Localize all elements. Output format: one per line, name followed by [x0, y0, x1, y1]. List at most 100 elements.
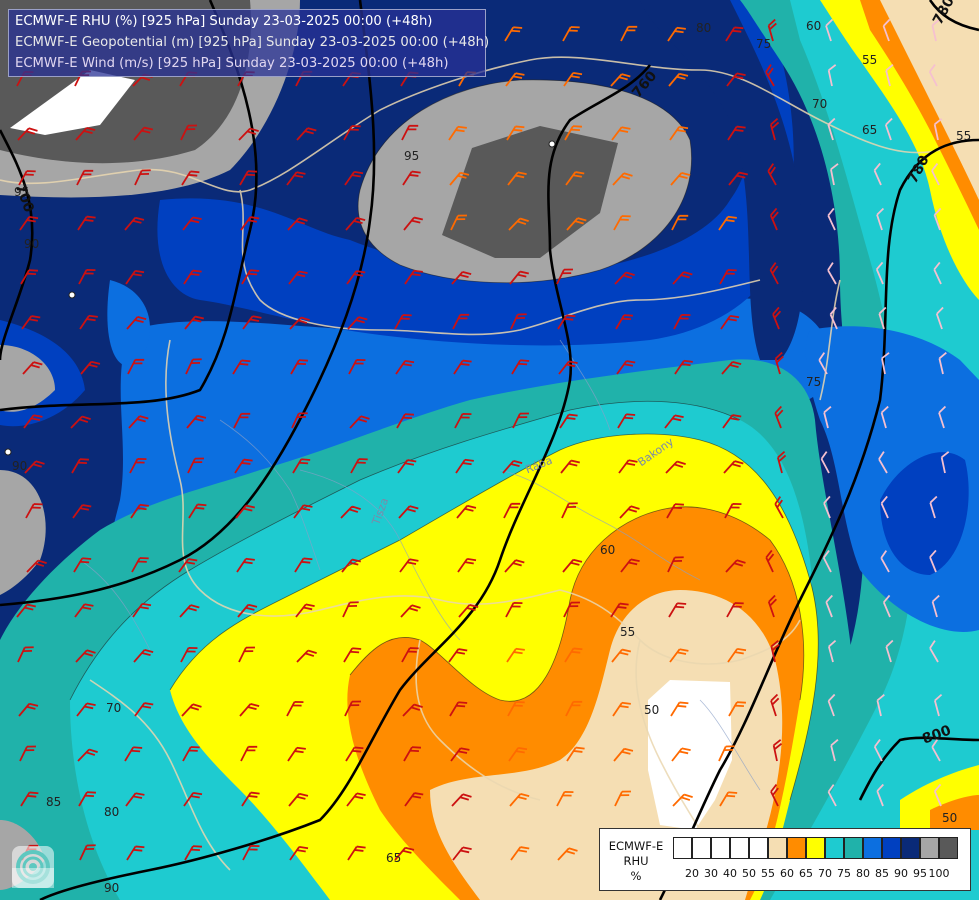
wind-barb-icon	[450, 214, 467, 231]
wind-barb-icon	[770, 693, 780, 717]
wind-barb-icon	[349, 415, 370, 429]
wind-barb-icon	[348, 358, 366, 375]
wind-barb-icon	[723, 460, 744, 474]
wind-barb-icon	[350, 458, 368, 474]
wind-barb-icon	[767, 594, 777, 618]
rhu-label: 60	[600, 543, 615, 557]
wind-barb-icon	[509, 793, 530, 807]
rhu-contour-labels: 95 90 95 90 60 65 70 75 80 55 60 55 50 7…	[12, 19, 971, 895]
wind-barb-icon	[133, 126, 153, 141]
wind-barb-icon	[74, 603, 94, 618]
wind-barb-icon	[882, 594, 891, 618]
wind-barb-icon	[506, 647, 525, 663]
wind-barb-icon	[182, 216, 202, 231]
rhu-label: 65	[386, 851, 401, 865]
wind-barb-icon	[670, 701, 689, 717]
wind-barb-icon	[287, 217, 308, 231]
wind-barb-icon	[559, 413, 578, 429]
wind-barb-icon	[827, 64, 837, 87]
rhu-95-area-w	[0, 345, 55, 412]
wind-barb-icon	[610, 73, 631, 87]
wind-barb-icon	[450, 747, 470, 762]
wind-barb-icon	[823, 495, 831, 519]
map-title-box: ECMWF-E RHU (%) [925 hPa] Sunday 23-03-2…	[8, 9, 489, 77]
swirl-logo-icon	[12, 850, 54, 888]
rhu-label: 55	[956, 129, 971, 143]
wind-barb-icon	[566, 746, 585, 762]
wind-barb-icon	[822, 550, 832, 573]
wind-barb-icon	[664, 414, 684, 429]
wind-barb-icon	[505, 601, 523, 618]
wind-barb-icon	[671, 214, 689, 231]
wind-barb-icon	[395, 360, 415, 375]
wind-barb-icon	[931, 594, 940, 618]
wind-barb-icon	[776, 450, 787, 474]
wind-barb-icon	[289, 846, 309, 861]
wind-barb-icon	[884, 117, 893, 141]
legend-tick-label: 20	[685, 867, 699, 880]
rhu-label: 55	[620, 625, 635, 639]
legend-swatch	[920, 837, 939, 859]
wind-barb-icon	[511, 359, 530, 375]
rhu-contour-lines	[69, 79, 819, 801]
wind-barb-icon	[293, 504, 313, 519]
wind-barb-icon	[557, 847, 578, 861]
legend-tick-label: 95	[913, 867, 927, 880]
wind-barb-icon	[722, 414, 742, 429]
wind-barb-icon	[933, 693, 943, 717]
wind-barb-icon	[507, 701, 525, 717]
legend-swatch	[882, 837, 901, 859]
wind-barb-icon	[343, 647, 362, 663]
rhu-label: 75	[806, 375, 821, 389]
wind-barb-icon	[718, 745, 735, 762]
wind-barb-icon	[718, 215, 737, 231]
wind-barb-icon	[614, 271, 635, 285]
wind-barb-icon	[396, 413, 414, 429]
legend-tick-label: 40	[723, 867, 737, 880]
wind-barb-icon	[296, 127, 317, 141]
wind-barb-icon	[818, 352, 828, 375]
wind-barb-icon	[401, 124, 419, 141]
wind-barb-icon	[829, 306, 838, 330]
wind-barb-icon	[238, 127, 259, 141]
wind-barb-icon	[562, 26, 580, 42]
wind-barb-icon	[933, 783, 942, 807]
wind-barb-icon	[129, 457, 147, 474]
legend-tick-label: 100	[928, 867, 950, 880]
legend-tick-label: 50	[742, 867, 756, 880]
wind-barb-icon	[133, 649, 154, 663]
wind-barb-icon	[21, 315, 41, 330]
wind-barb-icon	[880, 550, 890, 573]
rhu-50-area-s	[648, 680, 732, 830]
wind-barb-icon	[719, 269, 737, 285]
wind-barb-icon	[827, 639, 837, 663]
wind-barb-icon	[77, 215, 96, 231]
wind-barb-icon	[774, 405, 784, 429]
wind-barb-icon	[292, 458, 311, 474]
wind-barb-icon	[451, 793, 472, 807]
wind-barb-icon	[563, 601, 580, 618]
wind-barb-icon	[394, 846, 415, 861]
wind-barb-icon	[341, 558, 361, 573]
wind-barb-icon	[71, 458, 89, 474]
wind-barb-icon	[880, 405, 889, 429]
wind-barb-icon	[668, 72, 689, 87]
wind-barb-icon	[239, 170, 257, 186]
wind-barb-icon	[344, 700, 361, 717]
wind-barb-icon	[188, 503, 207, 519]
wind-barb-icon	[131, 557, 149, 573]
wind-barb-icon	[933, 118, 943, 141]
wind-barb-icon	[504, 26, 523, 42]
wind-barb-icon	[235, 504, 255, 519]
rhu-label: 80	[696, 21, 711, 35]
wind-barb-icon	[132, 603, 152, 618]
wind-barb-icon	[72, 504, 92, 519]
wind-barb-icon	[79, 314, 98, 330]
legend-swatch	[673, 837, 692, 859]
wind-barb-icon	[347, 316, 368, 330]
wind-barb-icon	[728, 701, 746, 717]
wind-barb-icon	[124, 746, 143, 762]
wind-barb-icon	[931, 19, 940, 42]
wind-barb-icon	[885, 639, 894, 663]
wind-barb-icon	[506, 125, 525, 141]
